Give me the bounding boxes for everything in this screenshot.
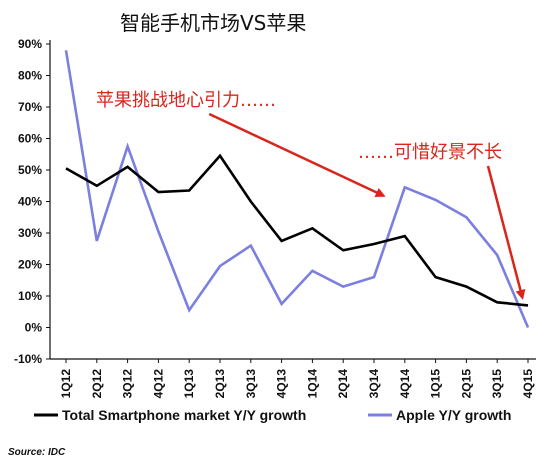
axes	[49, 40, 536, 360]
y-tick-label: 90%	[18, 37, 42, 51]
x-axis: 1Q12 2Q12 3Q12 4Q12 1Q13 2Q13 3Q13 4Q13 1Q14 2Q14…	[59, 359, 535, 398]
x-tick-label: 1Q15	[429, 369, 443, 399]
x-tick-label: 3Q13	[244, 369, 258, 399]
x-tick-label: 4Q14	[398, 369, 412, 399]
x-tick-label: 4Q15	[521, 369, 535, 399]
y-tick-label: 60%	[18, 132, 42, 146]
x-tick-label: 2Q15	[459, 369, 473, 399]
y-tick-label: 70%	[18, 100, 42, 114]
plot-area	[64, 50, 530, 329]
x-tick-label: 3Q14	[367, 369, 381, 399]
annotation-gravity-arrow	[208, 112, 386, 197]
x-tick-label: 4Q12	[151, 369, 165, 399]
legend-label-apple: Apple Y/Y growth	[396, 407, 511, 423]
series-line-total	[65, 153, 529, 307]
x-tick-label: 1Q14	[305, 369, 319, 399]
legend: Total Smartphone market Y/Y growth Apple…	[34, 407, 511, 423]
annotation-gravity: 苹果挑战地心引力……	[96, 90, 276, 111]
legend-label-total: Total Smartphone market Y/Y growth	[62, 407, 306, 423]
y-tick-label: 20%	[18, 258, 42, 272]
y-tick-label: 50%	[18, 163, 42, 177]
x-tick-label: 2Q14	[336, 369, 350, 399]
y-tick-label: 40%	[18, 195, 42, 209]
x-tick-label: 3Q15	[490, 369, 504, 399]
y-tick-label: 10%	[18, 289, 42, 303]
x-tick-label: 1Q12	[59, 369, 73, 399]
chart-title: 智能手机市场VS苹果	[120, 11, 306, 35]
annotation-short-lived-arrow	[486, 165, 526, 300]
x-tick-label: 1Q13	[182, 369, 196, 399]
x-tick-label: 3Q12	[121, 369, 135, 399]
y-tick-label: 0%	[25, 321, 43, 335]
source-note: Source: IDC	[8, 447, 66, 458]
y-tick-label: 30%	[18, 226, 42, 240]
series-line-apple	[64, 50, 530, 329]
x-tick-label: 2Q13	[213, 369, 227, 399]
annotation-short-lived: ……可惜好景不长	[358, 142, 502, 163]
y-axis: -10% 0% 10% 20% 30% 40% 50% 60% 70% 80% 90%	[14, 37, 50, 366]
y-tick-label: -10%	[14, 352, 42, 366]
x-tick-label: 2Q12	[90, 369, 104, 399]
x-tick-label: 4Q13	[275, 369, 289, 399]
annotations: 苹果挑战地心引力…… ……可惜好景不长	[96, 90, 526, 300]
y-tick-label: 80%	[18, 69, 42, 83]
